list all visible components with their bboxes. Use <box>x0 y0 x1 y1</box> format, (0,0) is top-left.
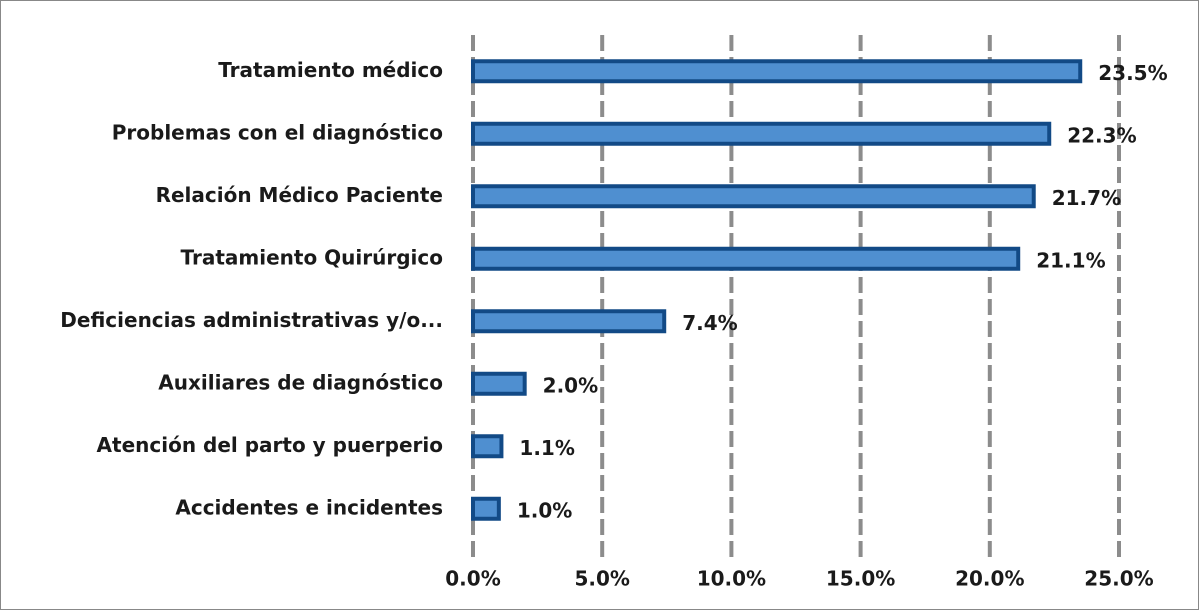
bar <box>471 59 1083 84</box>
bar <box>471 184 1036 209</box>
value-label: 2.0% <box>543 373 598 397</box>
value-label: 21.1% <box>1036 248 1105 272</box>
bar <box>471 371 527 396</box>
x-tick-label: 20.0% <box>955 567 1024 591</box>
value-label: 21.7% <box>1052 186 1121 210</box>
x-tick-label: 0.0% <box>445 567 500 591</box>
bar <box>471 246 1021 271</box>
bar <box>471 121 1052 146</box>
y-tick-label: Problemas con el diagnóstico <box>112 120 443 144</box>
value-label: 1.0% <box>517 498 572 522</box>
x-tick-label: 5.0% <box>574 567 629 591</box>
value-label: 22.3% <box>1067 123 1136 147</box>
x-tick-label: 15.0% <box>826 567 895 591</box>
x-tick-label: 25.0% <box>1084 567 1153 591</box>
y-tick-label: Accidentes e incidentes <box>175 495 443 519</box>
value-label: 23.5% <box>1098 61 1167 85</box>
bar <box>471 309 667 334</box>
y-tick-label: Tratamiento Quirúrgico <box>181 245 443 269</box>
y-tick-label: Tratamiento médico <box>218 58 443 82</box>
bar <box>471 496 501 521</box>
value-label: 1.1% <box>519 436 574 460</box>
y-tick-label: Deficiencias administrativas y/o... <box>60 308 443 332</box>
value-label: 7.4% <box>682 311 737 335</box>
y-tick-label: Atención del parto y puerperio <box>97 433 443 457</box>
y-tick-label: Relación Médico Paciente <box>156 183 443 207</box>
y-tick-label: Auxiliares de diagnóstico <box>158 370 443 394</box>
x-tick-label: 10.0% <box>697 567 766 591</box>
bar <box>471 434 504 459</box>
